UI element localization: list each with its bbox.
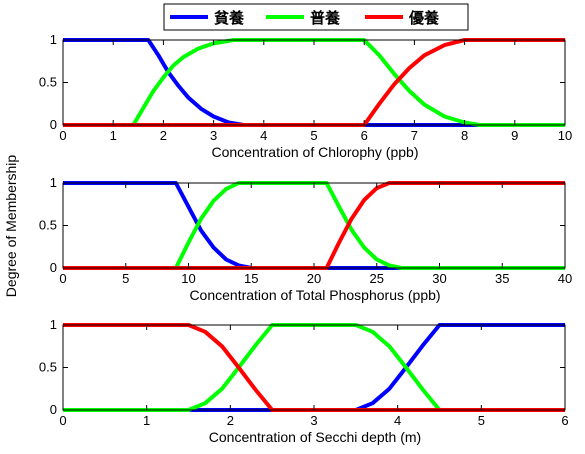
x-tick-label: 35 [495, 271, 509, 286]
x-tick-label: 3 [310, 413, 317, 428]
plot-area [63, 325, 565, 410]
legend-label-oligotrophic: 貧養 [214, 9, 245, 27]
x-axis-label: Concentration of Chlorophy (ppb) [211, 144, 418, 160]
y-tick-label: 0.5 [39, 75, 57, 90]
x-tick-label: 5 [122, 271, 129, 286]
series-line-eutrophic [63, 38, 565, 127]
y-tick-label: 0 [50, 117, 57, 132]
y-tick-label: 0 [50, 260, 57, 275]
x-tick-label: 5 [310, 128, 317, 143]
chart-panel-1: 0 1 2 3 4 5 6 7 8 9 10 0 0.5 1 Concentration of Chloro… [39, 32, 572, 160]
x-tick-label: 30 [432, 271, 446, 286]
x-tick-label: 20 [307, 271, 321, 286]
x-tick-label: 10 [558, 128, 572, 143]
x-tick-label: 3 [210, 128, 217, 143]
plot-area [63, 183, 565, 268]
x-tick-label: 15 [244, 271, 258, 286]
x-tick-label: 5 [478, 413, 485, 428]
legend-label-eutrophic: 優養 [408, 9, 440, 27]
legend: 貧養 普養 優養 [163, 3, 469, 31]
y-tick-label: 1 [50, 175, 57, 190]
x-axis-label: Concentration of Total Phosphorus (ppb) [189, 287, 440, 303]
x-axis-label: Concentration of Secchi depth (m) [209, 429, 421, 445]
x-tick-label: 8 [461, 128, 468, 143]
legend-label-mesotrophic: 普養 [310, 9, 341, 27]
x-tick-label: 1 [143, 413, 150, 428]
x-tick-label: 10 [181, 271, 195, 286]
y-tick-label: 1 [50, 317, 57, 332]
series-line-eutrophic [63, 181, 565, 270]
x-tick-label: 25 [370, 271, 384, 286]
x-tick-label: 6 [561, 413, 568, 428]
x-tick-label: 9 [511, 128, 518, 143]
x-tick-label: 0 [59, 271, 66, 286]
x-tick-label: 40 [558, 271, 572, 286]
y-tick-label: 0.5 [39, 360, 57, 375]
legend-box [163, 3, 469, 31]
y-tick-label: 1 [50, 32, 57, 47]
x-tick-label: 4 [394, 413, 401, 428]
x-tick-label: 2 [160, 128, 167, 143]
chart-panel-3: 0 1 2 3 4 5 6 0 0.5 1 Concentration of Secchi dept… [39, 317, 569, 445]
x-tick-label: 7 [411, 128, 418, 143]
x-tick-label: 1 [110, 128, 117, 143]
x-tick-label: 0 [59, 413, 66, 428]
y-tick-label: 0.5 [39, 218, 57, 233]
x-tick-label: 4 [260, 128, 267, 143]
x-tick-label: 6 [361, 128, 368, 143]
plot-area [63, 40, 565, 125]
chart-panel-2: 0 5 10 15 20 25 30 35 40 0 0.5 1 Concentration of To… [39, 175, 572, 303]
y-tick-label: 0 [50, 402, 57, 417]
x-tick-label: 0 [59, 128, 66, 143]
series-line-eutrophic [63, 323, 565, 412]
y-axis-label: Degree of Membership [3, 155, 19, 298]
x-tick-label: 2 [227, 413, 234, 428]
